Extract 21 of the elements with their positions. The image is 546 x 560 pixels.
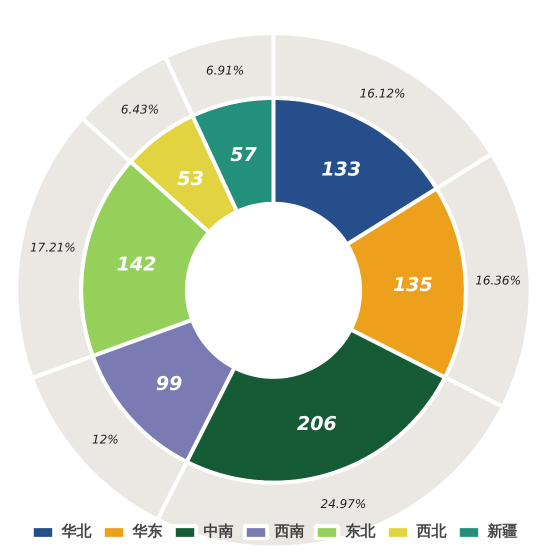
legend-label: 新疆 (488, 522, 518, 541)
legend-label: 西北 (416, 522, 446, 541)
data-label: 135 (393, 274, 433, 296)
legend-label: 中南 (204, 522, 234, 541)
data-label: 53 (177, 168, 204, 190)
data-label: 24.97% (320, 497, 366, 512)
data-label: 206 (297, 412, 337, 435)
data-label: 12% (92, 432, 119, 447)
data-label: 6.43% (120, 102, 160, 116)
data-label: 99 (156, 372, 182, 395)
legend-label: 西南 (274, 522, 304, 541)
data-label: 133 (321, 158, 362, 180)
data-label: 16.12% (360, 86, 406, 101)
legend-label: 华北 (62, 522, 92, 541)
data-label: 142 (116, 254, 156, 276)
data-label: 6.91% (206, 64, 244, 78)
data-label: 16.36% (475, 273, 521, 288)
legend-label: 东北 (346, 522, 376, 541)
data-label: 57 (230, 144, 258, 166)
data-label: 17.21% (30, 240, 76, 254)
legend-label: 华东 (132, 522, 162, 541)
